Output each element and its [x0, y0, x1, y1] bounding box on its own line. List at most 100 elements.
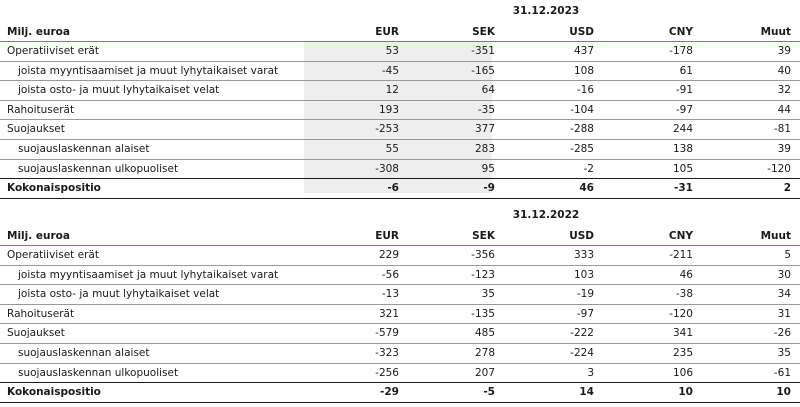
cell-cny: -211 [669, 249, 693, 261]
column-header-sek: SEK [472, 230, 495, 242]
table-row-myyntisaamiset: joista myyntisaamiset ja muut lyhytaikai… [0, 60, 800, 81]
cell-eur: -323 [375, 346, 399, 359]
row-label: Kokonaispositio [7, 386, 101, 399]
row-label: joista myyntisaamiset ja muut lyhytaikai… [18, 64, 279, 77]
column-header-muut: Muut [760, 230, 791, 242]
cell-usd: -222 [570, 327, 594, 340]
cell-sek: 95 [481, 162, 495, 175]
cell-sek: 485 [474, 327, 495, 340]
row-label: joista osto- ja muut lyhytaikaiset velat [18, 84, 220, 97]
cell-cny: -120 [669, 307, 693, 320]
row-label: Kokonaispositio [7, 182, 101, 195]
table-row-suojauslaskennan-ulkopuoliset: suojauslaskennan ulkopuoliset -308 95 -2… [0, 158, 800, 179]
cell-muut: 2 [783, 182, 791, 195]
row-label: Operatiiviset erät [7, 45, 99, 57]
row-label: joista myyntisaamiset ja muut lyhytaikai… [18, 268, 279, 281]
cell-usd: -2 [583, 162, 594, 175]
cell-usd: 3 [587, 366, 594, 379]
row-label: suojauslaskennan ulkopuoliset [18, 162, 179, 175]
cell-cny: 46 [679, 268, 693, 281]
cell-sek: -351 [471, 45, 495, 57]
table-row-suojauslaskennan-alaiset: suojauslaskennan alaiset -323 278 -224 2… [0, 342, 800, 363]
cell-usd: -97 [576, 307, 594, 320]
cell-cny: -91 [675, 84, 693, 97]
cell-cny: -178 [669, 45, 693, 57]
cell-usd: -16 [576, 84, 594, 97]
table-row-kokonaispositio: Kokonaispositio -6 -9 46 -31 2 [0, 178, 800, 199]
table-row-operatiiviset: Operatiiviset erät 229 -356 333 -211 5 [0, 246, 800, 265]
cell-sek: -35 [477, 103, 495, 116]
cell-cny: 106 [672, 366, 693, 379]
table-row-suojauslaskennan-alaiset: suojauslaskennan alaiset 55 283 -285 138… [0, 138, 800, 159]
cell-eur: -56 [381, 268, 399, 281]
cell-sek: 278 [474, 346, 495, 359]
column-header-eur: EUR [375, 26, 399, 38]
unit-label: Milj. euroa [7, 230, 70, 242]
cell-muut: 32 [777, 84, 791, 97]
cell-sek: -9 [483, 182, 495, 195]
cell-sek: 283 [474, 142, 495, 155]
table-row-operatiiviset: Operatiiviset erät 53 -351 437 -178 39 [0, 42, 800, 61]
row-label: Suojaukset [7, 327, 65, 340]
column-header-cny: CNY [668, 230, 693, 242]
cell-usd: -285 [570, 142, 594, 155]
cell-muut: 39 [777, 142, 791, 155]
column-header-row: Milj. euroa EUR SEK USD CNY Muut [0, 24, 800, 42]
currency-table-2023: 31.12.2023 Milj. euroa EUR SEK USD CNY M… [0, 0, 800, 199]
cell-cny: -31 [674, 182, 693, 195]
row-label: Suojaukset [7, 123, 65, 136]
cell-usd: 108 [573, 64, 594, 77]
cell-usd: -104 [570, 103, 594, 116]
cell-sek: -356 [471, 249, 495, 261]
cell-cny: 138 [672, 142, 693, 155]
column-header-usd: USD [569, 26, 594, 38]
row-label: Rahoituserät [7, 103, 75, 116]
date-header-row: 31.12.2022 [0, 204, 800, 228]
table-row-rahoituserat: Rahoituserät 193 -35 -104 -97 44 [0, 99, 800, 120]
cell-cny: 244 [672, 123, 693, 136]
cell-cny: 235 [672, 346, 693, 359]
cell-usd: 103 [573, 268, 594, 281]
cell-usd: -224 [570, 346, 594, 359]
cell-muut: 35 [777, 346, 791, 359]
unit-label: Milj. euroa [7, 26, 70, 38]
column-header-sek: SEK [472, 26, 495, 38]
cell-sek: 207 [474, 366, 495, 379]
row-label: suojauslaskennan ulkopuoliset [18, 366, 179, 379]
column-header-eur: EUR [375, 230, 399, 242]
cell-muut: 5 [784, 249, 791, 261]
cell-usd: -288 [570, 123, 594, 136]
table-row-suojaukset: Suojaukset -253 377 -288 244 -81 [0, 119, 800, 139]
cell-muut: -120 [767, 162, 791, 175]
cell-sek: -5 [483, 386, 495, 399]
cell-eur: -308 [375, 162, 399, 175]
column-header-muut: Muut [760, 26, 791, 38]
table-date: 31.12.2022 [512, 209, 580, 221]
cell-usd: 333 [573, 249, 594, 261]
table-row-ostovelat: joista osto- ja muut lyhytaikaiset velat… [0, 80, 800, 100]
cell-muut: -81 [773, 123, 791, 136]
cell-muut: 30 [777, 268, 791, 281]
cell-eur: -256 [375, 366, 399, 379]
cell-sek: 64 [481, 84, 495, 97]
currency-table-2022: 31.12.2022 Milj. euroa EUR SEK USD CNY M… [0, 204, 800, 403]
row-label: joista osto- ja muut lyhytaikaiset velat [18, 288, 220, 301]
row-label: Rahoituserät [7, 307, 75, 320]
row-label: Operatiiviset erät [7, 249, 99, 261]
column-header-usd: USD [569, 230, 594, 242]
cell-usd: 437 [573, 45, 594, 57]
column-header-cny: CNY [668, 26, 693, 38]
cell-muut: -26 [773, 327, 791, 340]
cell-sek: -123 [471, 268, 495, 281]
column-highlight [304, 41, 492, 193]
cell-eur: -45 [381, 64, 399, 77]
table-row-suojauslaskennan-ulkopuoliset: suojauslaskennan ulkopuoliset -256 207 3… [0, 362, 800, 383]
table-row-suojaukset: Suojaukset -579 485 -222 341 -26 [0, 323, 800, 343]
cell-usd: -19 [576, 288, 594, 301]
cell-eur: -29 [380, 386, 399, 399]
cell-usd: 46 [579, 182, 594, 195]
cell-eur: 53 [385, 45, 399, 57]
cell-eur: -6 [387, 182, 399, 195]
cell-cny: 105 [672, 162, 693, 175]
